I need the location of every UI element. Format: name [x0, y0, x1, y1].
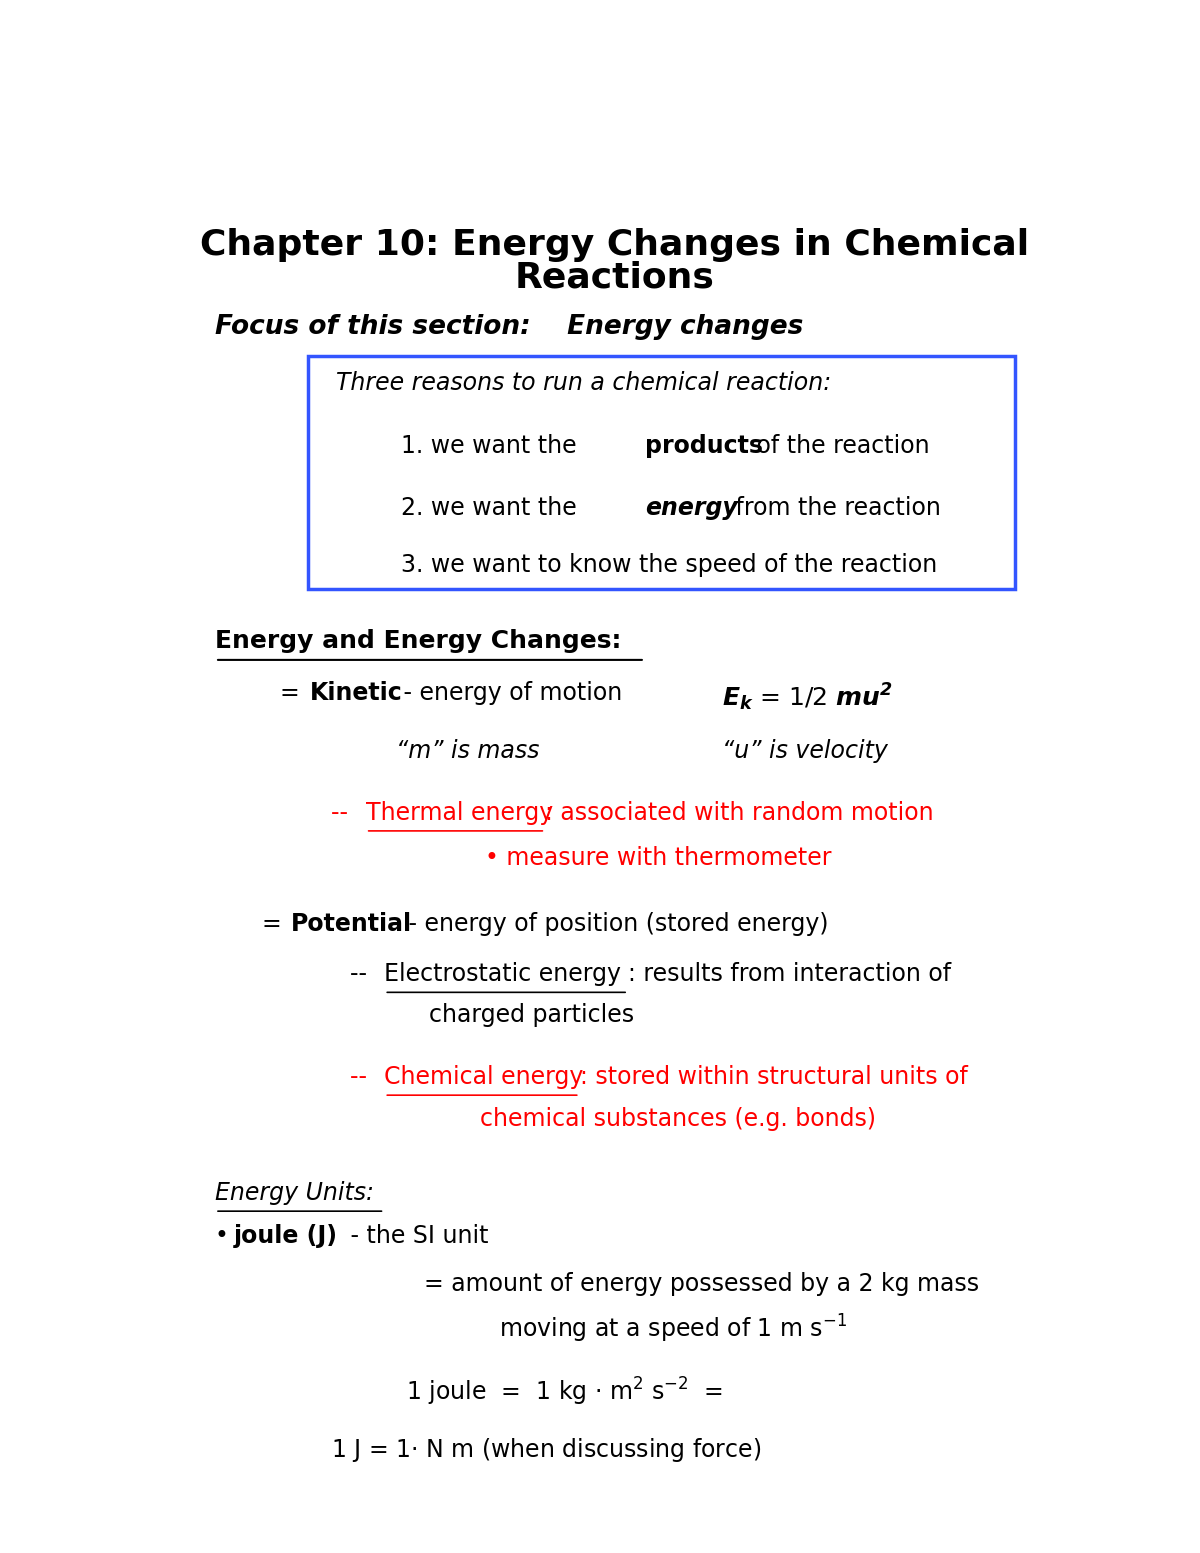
Text: 3. we want to know the speed of the reaction: 3. we want to know the speed of the reac…	[401, 553, 937, 578]
Text: Thermal energy: Thermal energy	[366, 801, 553, 825]
Text: Chapter 10: Energy Changes in Chemical: Chapter 10: Energy Changes in Chemical	[200, 228, 1030, 262]
Text: --: --	[350, 1065, 374, 1089]
Text: Electrostatic energy: Electrostatic energy	[384, 963, 622, 986]
Text: - the SI unit: - the SI unit	[343, 1224, 488, 1249]
Text: Reactions: Reactions	[515, 261, 715, 295]
Text: = amount of energy possessed by a 2 kg mass: = amount of energy possessed by a 2 kg m…	[425, 1272, 979, 1297]
Text: : associated with random motion: : associated with random motion	[545, 801, 934, 825]
Text: chemical substances (e.g. bonds): chemical substances (e.g. bonds)	[480, 1107, 876, 1131]
Text: •: •	[215, 1224, 236, 1249]
Text: - energy of position (stored energy): - energy of position (stored energy)	[401, 912, 829, 936]
FancyBboxPatch shape	[308, 356, 1015, 589]
Text: • measure with thermometer: • measure with thermometer	[485, 846, 832, 870]
Text: Energy and Energy Changes:: Energy and Energy Changes:	[215, 629, 622, 652]
Text: : stored within structural units of: : stored within structural units of	[580, 1065, 967, 1089]
Text: Three reasons to run a chemical reaction:: Three reasons to run a chemical reaction…	[336, 371, 832, 394]
Text: Focus of this section:    Energy changes: Focus of this section: Energy changes	[215, 314, 804, 340]
Text: moving at a speed of 1 m s$^{-1}$: moving at a speed of 1 m s$^{-1}$	[499, 1312, 847, 1345]
Text: : results from interaction of: : results from interaction of	[628, 963, 952, 986]
Text: of the reaction: of the reaction	[749, 433, 930, 458]
Text: Potential: Potential	[292, 912, 413, 936]
Text: 1 joule  =  1 kg $\cdot$ m$^2$ s$^{-2}$  =: 1 joule = 1 kg $\cdot$ m$^2$ s$^{-2}$ =	[406, 1376, 722, 1409]
Text: energy: energy	[644, 495, 738, 520]
Text: - energy of motion: - energy of motion	[396, 682, 623, 705]
Text: =: =	[281, 682, 307, 705]
Text: =: =	[262, 912, 289, 936]
Text: --: --	[331, 801, 356, 825]
Text: from the reaction: from the reaction	[728, 495, 941, 520]
Text: 1 J = 1$\cdot$ N m (when discussing force): 1 J = 1$\cdot$ N m (when discussing forc…	[331, 1437, 762, 1464]
Text: Kinetic: Kinetic	[310, 682, 403, 705]
Text: “u” is velocity: “u” is velocity	[722, 739, 888, 763]
Text: 2. we want the: 2. we want the	[401, 495, 584, 520]
Text: “m” is mass: “m” is mass	[396, 739, 540, 763]
Text: products: products	[644, 433, 763, 458]
Text: charged particles: charged particles	[430, 1003, 634, 1027]
Text: --: --	[350, 963, 374, 986]
Text: 1. we want the: 1. we want the	[401, 433, 584, 458]
Text: Energy Units:: Energy Units:	[215, 1182, 374, 1205]
Text: Chemical energy: Chemical energy	[384, 1065, 583, 1089]
Text: $\bfit{E}_k$ = 1/2 $\bfit{mu}^2$: $\bfit{E}_k$ = 1/2 $\bfit{mu}^2$	[722, 682, 893, 713]
Text: joule (J): joule (J)	[234, 1224, 337, 1249]
